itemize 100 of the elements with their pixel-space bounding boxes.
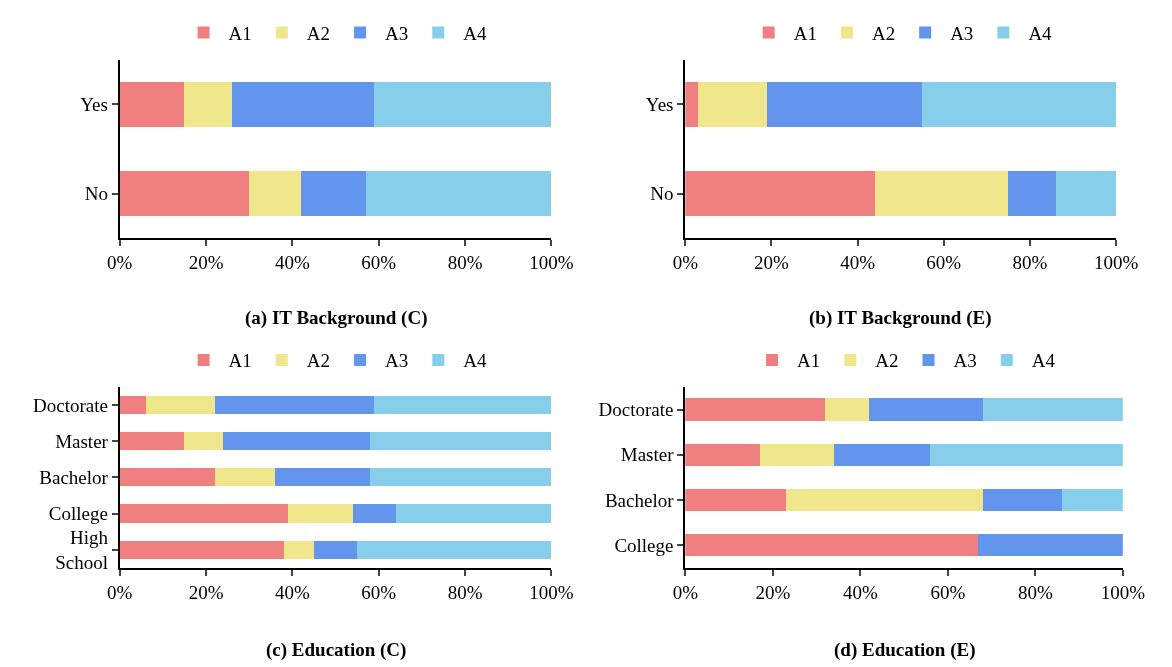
x-tick-label: 80% bbox=[447, 581, 483, 603]
y-tick-label: Bachelor bbox=[39, 467, 109, 489]
bar bbox=[119, 540, 284, 559]
y-tick-label: Doctorate bbox=[598, 399, 674, 421]
bar bbox=[982, 488, 1062, 512]
bar bbox=[249, 171, 302, 216]
bar bbox=[759, 443, 835, 467]
legend-label: A2 bbox=[306, 350, 331, 372]
x-tick-label: 20% bbox=[754, 252, 790, 273]
legend-label: A1 bbox=[228, 22, 252, 44]
bar bbox=[119, 171, 250, 216]
x-tick-label: 0% bbox=[672, 581, 699, 603]
bar bbox=[685, 398, 826, 421]
bar bbox=[374, 81, 552, 127]
bar bbox=[978, 533, 1123, 557]
y-tick-label: No bbox=[650, 183, 674, 205]
bar bbox=[184, 81, 232, 127]
legend-label: A3 bbox=[950, 22, 974, 44]
bar bbox=[698, 81, 768, 127]
x-tick-label: 60% bbox=[361, 581, 397, 603]
bar bbox=[313, 540, 358, 559]
bar bbox=[874, 171, 1009, 216]
bar bbox=[145, 396, 215, 415]
bar bbox=[685, 81, 699, 127]
legend-label: A1 bbox=[228, 350, 252, 372]
bar bbox=[785, 488, 983, 512]
x-tick-label: 60% bbox=[930, 581, 966, 603]
bar bbox=[119, 468, 215, 487]
legend-label: A2 bbox=[306, 22, 331, 44]
y-tick-label: No bbox=[84, 183, 108, 205]
legend-label: A4 bbox=[1031, 350, 1056, 372]
x-tick-label: 40% bbox=[274, 252, 310, 273]
bar bbox=[301, 171, 366, 216]
legend-label: A4 bbox=[463, 22, 487, 44]
bar bbox=[288, 504, 353, 523]
y-tick-label: Master bbox=[620, 444, 675, 466]
text: (c) Education (C) bbox=[266, 639, 407, 661]
bar bbox=[685, 443, 760, 467]
x-tick-label: 40% bbox=[840, 252, 876, 273]
x-tick-label: 80% bbox=[1012, 252, 1048, 273]
bar bbox=[370, 468, 552, 487]
legend-label: A1 bbox=[797, 350, 821, 372]
x-tick-label: 100% bbox=[1100, 581, 1146, 603]
bar bbox=[685, 171, 875, 216]
text: (a) IT Background (C) bbox=[245, 307, 428, 329]
y-tick-label: Doctorate bbox=[33, 394, 108, 416]
x-tick-label: 60% bbox=[361, 252, 397, 273]
bar bbox=[1008, 171, 1056, 216]
bar bbox=[223, 432, 371, 451]
y-tick-label: College bbox=[614, 534, 674, 556]
x-tick-label: 0% bbox=[672, 252, 699, 273]
legend-label: A4 bbox=[463, 350, 487, 372]
x-tick-label: 100% bbox=[529, 581, 574, 603]
x-tick-label: 80% bbox=[447, 252, 483, 273]
bar bbox=[685, 533, 979, 557]
x-tick-label: 0% bbox=[107, 581, 133, 603]
bar bbox=[283, 540, 314, 559]
y-tick-label: High School bbox=[55, 526, 109, 573]
legend-label: A3 bbox=[385, 350, 409, 372]
text: (d) Education (E) bbox=[834, 639, 976, 661]
bar bbox=[365, 171, 552, 216]
x-tick-label: 20% bbox=[188, 252, 224, 273]
bar bbox=[374, 396, 552, 415]
bar bbox=[184, 432, 224, 451]
bar bbox=[1061, 488, 1123, 512]
legend-label: A4 bbox=[1028, 22, 1053, 44]
x-tick-label: 40% bbox=[274, 581, 310, 603]
bar bbox=[1055, 171, 1117, 216]
y-tick-label: Yes bbox=[645, 93, 674, 115]
y-tick-label: Master bbox=[55, 430, 109, 452]
x-tick-label: 20% bbox=[755, 581, 791, 603]
legend-label: A3 bbox=[953, 350, 977, 372]
y-tick-label: Yes bbox=[80, 93, 108, 115]
y-tick-label: College bbox=[48, 503, 108, 525]
bar bbox=[370, 432, 552, 451]
bar bbox=[275, 468, 371, 487]
bar bbox=[396, 504, 552, 523]
bar bbox=[119, 504, 289, 523]
text: (b) IT Background (E) bbox=[809, 307, 992, 329]
x-tick-label: 100% bbox=[1093, 252, 1139, 273]
bar bbox=[231, 81, 375, 127]
x-tick-label: 80% bbox=[1017, 581, 1053, 603]
legend-label: A2 bbox=[875, 350, 899, 372]
legend-label: A2 bbox=[871, 22, 896, 44]
bar bbox=[119, 396, 146, 415]
bar bbox=[869, 398, 983, 421]
x-tick-label: 40% bbox=[842, 581, 878, 603]
bar bbox=[834, 443, 931, 467]
y-tick-label: Bachelor bbox=[604, 489, 675, 511]
bar bbox=[825, 398, 870, 421]
bar bbox=[930, 443, 1123, 467]
bar bbox=[214, 396, 375, 415]
legend-label: A1 bbox=[793, 22, 817, 44]
x-tick-label: 60% bbox=[926, 252, 962, 273]
bar bbox=[357, 540, 552, 559]
bar bbox=[685, 488, 786, 512]
bar bbox=[767, 81, 923, 127]
x-tick-label: 100% bbox=[529, 252, 574, 273]
bar bbox=[352, 504, 397, 523]
x-tick-label: 0% bbox=[107, 252, 133, 273]
